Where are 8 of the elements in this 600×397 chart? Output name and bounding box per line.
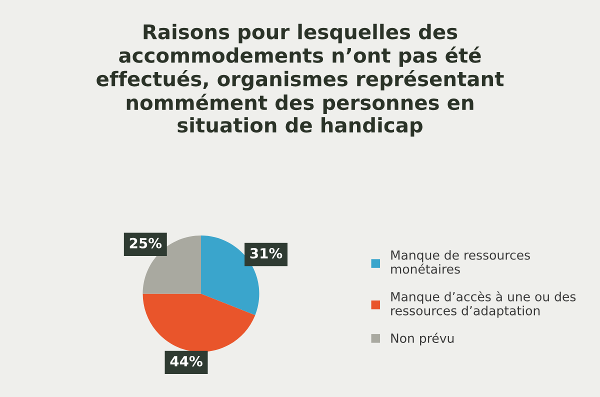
chart-title: Raisons pour lesquelles des accommodements n’ont pas été effectués, organismes représentant nommément des personnes en situation de handicap: [96, 24, 504, 137]
data-label: 31%: [250, 248, 282, 259]
data-label: 44%: [170, 356, 202, 366]
legend-label: Manque d’accès à une ou des ressources d’adaptation: [391, 291, 576, 318]
pie-slice: [142, 294, 256, 352]
legend-label: Non prévu: [391, 332, 454, 346]
legend-label: Manque de ressources monétaires: [391, 250, 530, 274]
data-label: 25%: [130, 238, 162, 248]
